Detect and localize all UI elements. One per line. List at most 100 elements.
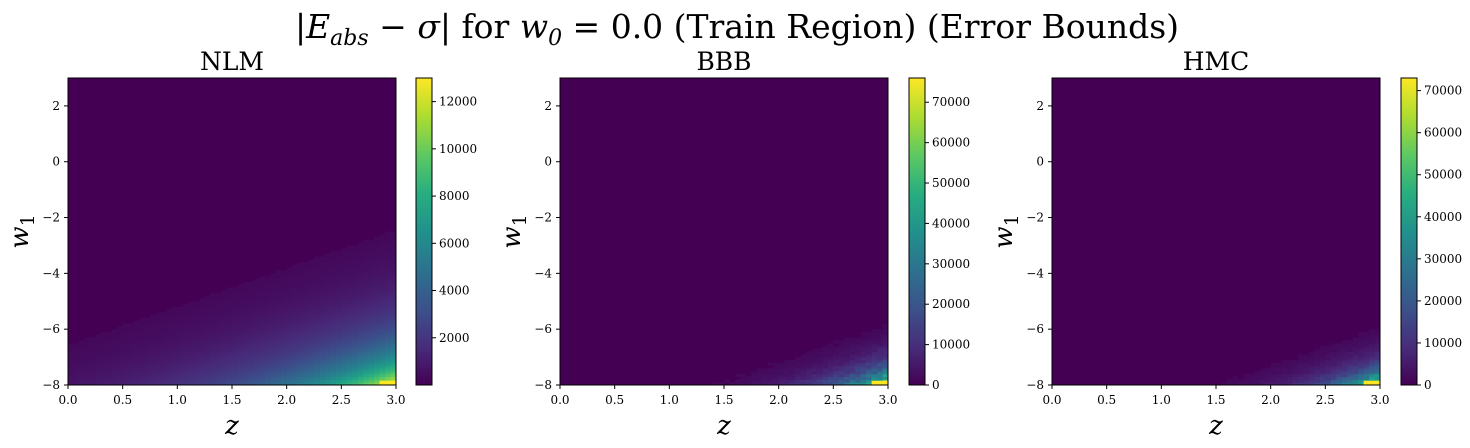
heatmap-cell xyxy=(363,362,370,366)
heatmap-cell xyxy=(346,331,353,336)
subplot-title: NLM xyxy=(200,47,264,76)
heatmap-cell xyxy=(177,359,184,364)
heatmap-cell xyxy=(139,323,145,327)
heatmap-cell xyxy=(286,371,293,375)
heatmap-cell xyxy=(160,345,167,350)
heatmap-cell xyxy=(1374,354,1381,358)
heatmap-cell xyxy=(199,320,206,324)
heatmap-cell xyxy=(860,340,867,344)
heatmap-cell xyxy=(144,382,151,386)
heatmap-cell xyxy=(390,259,397,263)
heatmap-cell xyxy=(390,290,397,294)
heatmap-cell xyxy=(390,368,397,372)
heatmap-cell xyxy=(210,373,216,378)
heatmap-cell xyxy=(827,376,834,380)
heatmap-cell xyxy=(248,284,255,288)
heatmap-cell xyxy=(297,320,304,324)
heatmap-cell xyxy=(182,357,189,361)
heatmap-cell xyxy=(385,312,391,316)
heatmap-cell xyxy=(171,320,178,324)
heatmap-cell xyxy=(171,340,178,344)
heatmap-cell xyxy=(374,281,380,285)
heatmap-cell xyxy=(226,315,233,319)
heatmap-cell xyxy=(778,382,785,386)
heatmap-cell xyxy=(281,354,288,358)
heatmap-cell xyxy=(745,382,752,386)
heatmap-cell xyxy=(89,371,96,375)
heatmap-cell xyxy=(259,357,266,361)
heatmap-cell xyxy=(226,320,233,324)
heatmap-cell xyxy=(330,262,337,266)
heatmap-cell xyxy=(215,323,222,327)
heatmap-cell xyxy=(264,368,271,372)
colorbar-tick-label: 70000 xyxy=(932,95,970,109)
heatmap-cell xyxy=(275,304,282,308)
heatmap-cell xyxy=(303,365,309,369)
heatmap-cell xyxy=(204,329,211,333)
heatmap-cell xyxy=(1363,373,1370,378)
heatmap-cell xyxy=(314,287,320,291)
heatmap-cell xyxy=(264,354,271,358)
heatmap-cell xyxy=(297,373,304,378)
heatmap-cell xyxy=(1352,343,1359,347)
heatmap-cell xyxy=(292,343,298,347)
heatmap-cell xyxy=(84,376,91,380)
heatmap-cell xyxy=(390,270,397,274)
heatmap-cell xyxy=(221,337,227,341)
heatmap-cell xyxy=(1330,368,1337,372)
heatmap-cell xyxy=(745,376,752,380)
heatmap-cell xyxy=(1347,382,1354,386)
heatmap-cell xyxy=(232,309,238,313)
heatmap-cell xyxy=(78,382,85,386)
heatmap-cell xyxy=(756,382,763,386)
heatmap-cell xyxy=(281,351,288,355)
heatmap-cell xyxy=(330,281,337,285)
heatmap-cell xyxy=(204,382,211,386)
heatmap-cell xyxy=(827,354,834,358)
colorbar-tick-label: 4000 xyxy=(439,284,470,298)
heatmap-cell xyxy=(199,306,206,311)
heatmap-cell xyxy=(1325,373,1332,378)
heatmap-cell xyxy=(210,309,216,313)
heatmap-cell xyxy=(1265,371,1272,375)
heatmap-cell xyxy=(226,345,233,350)
heatmap-cell xyxy=(324,373,331,378)
heatmap-cell xyxy=(1358,348,1364,352)
heatmap-cell xyxy=(379,337,386,341)
heatmap-cell xyxy=(111,371,118,375)
heatmap-cell xyxy=(724,379,730,383)
heatmap-cell xyxy=(374,373,380,378)
heatmap-cell xyxy=(357,304,364,308)
heatmap-cell xyxy=(357,357,364,361)
heatmap-cell xyxy=(352,323,359,327)
heatmap-cell xyxy=(1319,348,1326,352)
heatmap-cell xyxy=(849,337,856,341)
heatmap-cell xyxy=(226,334,233,338)
heatmap-cell xyxy=(128,368,134,372)
heatmap-cell xyxy=(204,318,211,322)
heatmap-cell xyxy=(335,298,342,302)
heatmap-cell xyxy=(166,354,173,358)
heatmap-cell xyxy=(330,284,337,288)
heatmap-cell xyxy=(860,357,867,361)
heatmap-cell xyxy=(232,376,238,380)
heatmap-cell xyxy=(882,331,889,336)
heatmap-cell xyxy=(352,337,359,341)
heatmap-cell xyxy=(379,318,386,322)
heatmap-cell xyxy=(816,368,823,372)
heatmap-cell xyxy=(253,292,260,297)
heatmap-cell xyxy=(248,343,255,347)
x-tick-label: 0.0 xyxy=(550,393,569,407)
heatmap-cell xyxy=(346,245,353,249)
heatmap-cell xyxy=(734,373,741,378)
heatmap-cell xyxy=(1319,371,1326,375)
heatmap-cell xyxy=(78,373,85,378)
heatmap-cell xyxy=(1265,379,1272,383)
heatmap-cell xyxy=(319,276,326,280)
heatmap-cell xyxy=(860,373,867,378)
heatmap-cell xyxy=(374,354,380,358)
heatmap-cell xyxy=(1358,371,1364,375)
heatmap-cell xyxy=(199,304,206,308)
heatmap-cell xyxy=(341,301,348,305)
heatmap-cell xyxy=(855,376,862,380)
